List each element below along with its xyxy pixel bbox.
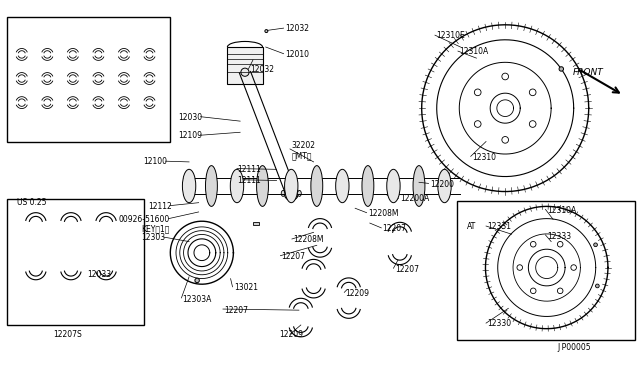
Text: 12207S: 12207S (53, 330, 82, 340)
Ellipse shape (474, 121, 481, 127)
Text: 12209: 12209 (346, 289, 369, 298)
Text: 12208M: 12208M (368, 209, 398, 218)
Text: 12310A: 12310A (460, 47, 488, 56)
Ellipse shape (257, 166, 268, 206)
Ellipse shape (517, 265, 522, 270)
Ellipse shape (243, 71, 248, 73)
Text: 12200A: 12200A (400, 195, 429, 203)
Ellipse shape (502, 73, 509, 80)
Ellipse shape (362, 166, 374, 206)
Text: 12109: 12109 (178, 131, 202, 141)
Ellipse shape (531, 288, 536, 294)
Text: 12331: 12331 (487, 222, 511, 231)
Text: 12207: 12207 (224, 306, 248, 315)
Ellipse shape (438, 169, 451, 203)
Text: J P00005: J P00005 (557, 343, 591, 352)
Text: 12310A: 12310A (547, 206, 576, 215)
Text: 12111: 12111 (237, 165, 260, 174)
Bar (253, 222, 259, 225)
Ellipse shape (529, 121, 536, 127)
Ellipse shape (387, 169, 400, 203)
Text: 12303A: 12303A (182, 295, 212, 304)
Text: 12310E: 12310E (436, 31, 465, 41)
Text: FRONT: FRONT (572, 68, 603, 77)
Ellipse shape (571, 265, 577, 270)
Ellipse shape (474, 89, 481, 96)
Ellipse shape (182, 169, 196, 203)
Ellipse shape (594, 243, 597, 247)
Text: 12033: 12033 (88, 270, 112, 279)
Ellipse shape (413, 166, 425, 206)
Ellipse shape (195, 278, 199, 283)
Text: 12112: 12112 (148, 202, 172, 211)
Ellipse shape (284, 186, 298, 201)
Ellipse shape (557, 288, 563, 294)
Text: 12207: 12207 (383, 224, 406, 233)
Ellipse shape (230, 169, 244, 203)
Ellipse shape (311, 166, 323, 206)
Text: KEY（1）: KEY（1） (141, 224, 170, 233)
Text: 12032: 12032 (250, 65, 274, 74)
Text: AT: AT (467, 222, 476, 231)
Ellipse shape (285, 169, 298, 203)
Text: 32202
（MT）: 32202 （MT） (291, 141, 316, 160)
Text: 12200: 12200 (430, 180, 454, 189)
Text: 12111: 12111 (237, 176, 260, 185)
Ellipse shape (287, 189, 295, 198)
Text: 12032: 12032 (285, 24, 309, 33)
Text: 12010: 12010 (285, 50, 309, 59)
Text: 12100: 12100 (143, 157, 167, 166)
Ellipse shape (559, 67, 564, 71)
Ellipse shape (241, 68, 249, 76)
Ellipse shape (205, 166, 218, 206)
Text: 12310: 12310 (472, 153, 496, 161)
Text: 12030: 12030 (178, 113, 202, 122)
Ellipse shape (298, 190, 301, 196)
Text: 12207: 12207 (395, 265, 419, 274)
Text: 12330: 12330 (487, 320, 511, 328)
Ellipse shape (502, 137, 509, 143)
Text: 12209: 12209 (279, 330, 303, 340)
Bar (7, 17, 170, 141)
Bar (227, 47, 262, 84)
Ellipse shape (335, 169, 349, 203)
Text: 13021: 13021 (234, 283, 258, 292)
Bar (458, 201, 635, 340)
Text: US 0.25: US 0.25 (17, 198, 46, 207)
Ellipse shape (281, 190, 285, 196)
Ellipse shape (529, 89, 536, 96)
Ellipse shape (265, 30, 268, 33)
Text: 12333: 12333 (547, 231, 571, 241)
Text: 00926-51600: 00926-51600 (118, 215, 170, 224)
Ellipse shape (557, 241, 563, 247)
Text: 12208M: 12208M (293, 235, 324, 244)
Ellipse shape (595, 284, 599, 288)
Bar (7, 199, 145, 325)
Text: 12207: 12207 (282, 252, 306, 261)
Text: 12303: 12303 (141, 233, 166, 243)
Ellipse shape (531, 241, 536, 247)
